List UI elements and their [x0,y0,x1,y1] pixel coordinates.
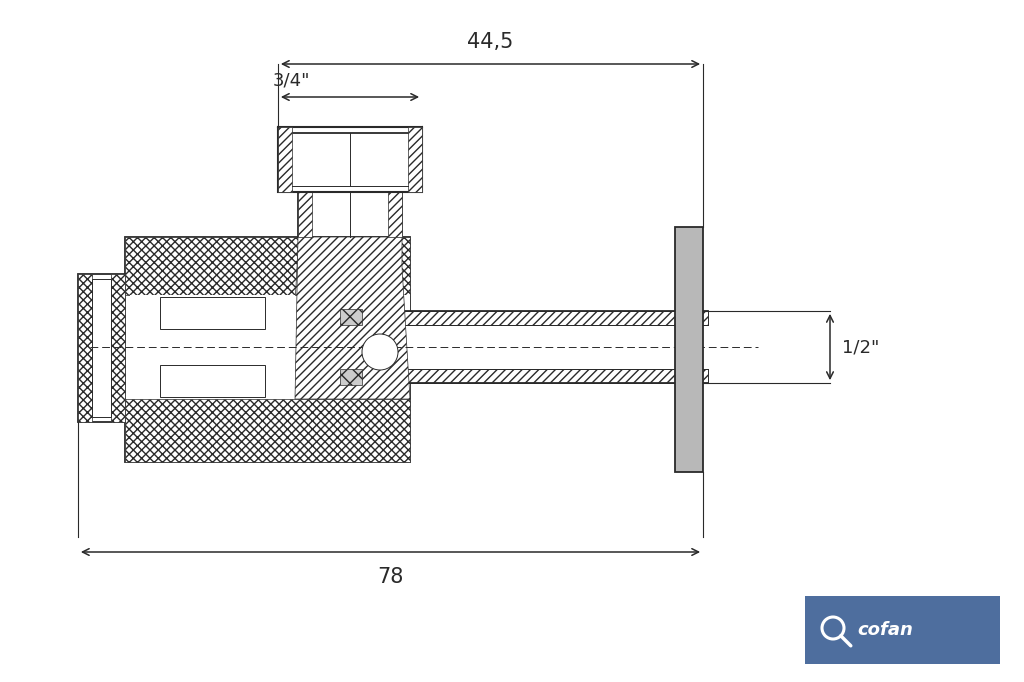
Bar [125,237,410,462]
Bar [385,325,708,369]
Polygon shape [295,237,410,399]
Circle shape [362,334,398,370]
Bar [78,274,125,422]
Bar [92,279,111,417]
Bar [675,227,703,472]
Bar [385,311,708,325]
Polygon shape [295,237,298,295]
Bar [340,309,362,325]
Bar [78,274,92,422]
Bar [340,369,362,385]
Bar [125,399,410,462]
Text: 44,5: 44,5 [467,32,514,52]
Bar [278,127,422,192]
Text: cofan: cofan [857,621,912,639]
Bar [111,274,125,422]
Bar [278,127,292,192]
FancyBboxPatch shape [805,596,1000,664]
Bar [385,369,708,383]
Text: 78: 78 [377,567,403,587]
Text: 3/4": 3/4" [273,71,310,89]
Bar [298,192,402,237]
Bar [408,127,422,192]
Bar [388,192,402,237]
Bar [130,295,410,399]
Text: 1/2": 1/2" [842,338,880,356]
Bar [160,297,265,329]
Bar [125,237,410,295]
Bar [298,192,312,237]
Bar [160,365,265,397]
